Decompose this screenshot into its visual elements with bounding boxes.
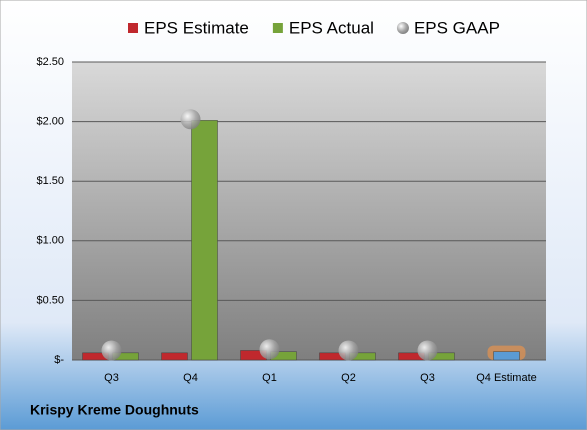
- x-tick-label: Q3: [104, 372, 119, 384]
- legend-label: EPS GAAP: [414, 18, 500, 37]
- legend-label: EPS Actual: [289, 18, 374, 37]
- legend-marker: [128, 23, 138, 33]
- gaap-marker: [338, 340, 359, 361]
- gaap-marker: [259, 339, 280, 360]
- y-tick-label: $2.00: [36, 116, 64, 128]
- chart-title: Krispy Kreme Doughnuts: [30, 402, 199, 418]
- x-tick-label: Q1: [262, 372, 277, 384]
- x-tick-label: Q4 Estimate: [476, 372, 537, 384]
- y-tick-label: $2.50: [36, 56, 64, 68]
- legend-label: EPS Estimate: [144, 18, 249, 37]
- bar: [191, 120, 218, 361]
- legend-marker: [396, 22, 409, 34]
- plot-area: [72, 62, 546, 360]
- x-tick-label: Q3: [420, 372, 435, 384]
- bar: [161, 352, 188, 361]
- gaap-marker: [180, 109, 201, 130]
- gaap-marker: [101, 340, 122, 361]
- y-tick-label: $1.50: [36, 175, 64, 187]
- y-tick-label: $1.00: [36, 235, 64, 247]
- bar: [493, 351, 520, 361]
- y-tick-label: $0.50: [36, 294, 64, 306]
- gaap-marker: [417, 340, 438, 361]
- x-tick-label: Q4: [183, 372, 198, 384]
- x-tick-label: Q2: [341, 372, 356, 384]
- y-tick-label: $-: [54, 354, 64, 366]
- legend-marker: [272, 23, 283, 33]
